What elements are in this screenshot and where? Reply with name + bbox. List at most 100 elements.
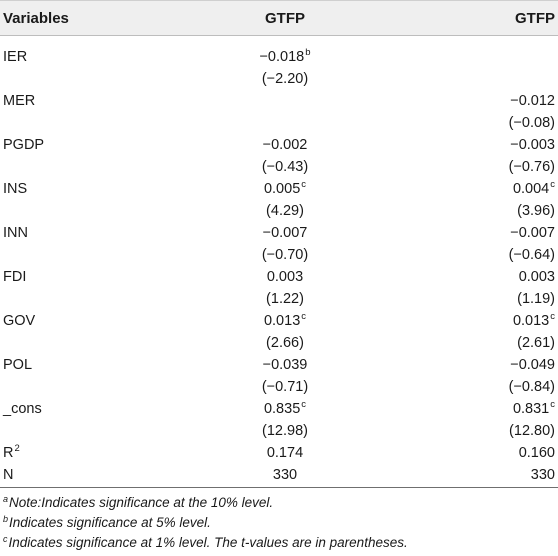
table-header: Variables GTFP GTFP (0, 0, 558, 36)
variable-cell-text: PGDP (3, 137, 45, 153)
gtfp-col2-cell-text: (−0.84) (508, 379, 555, 395)
gtfp-col2-cell: (−0.84) (425, 376, 555, 399)
gtfp-col1-cell: (−0.43) (200, 156, 370, 179)
gtfp-col1-cell-text: (12.98) (262, 423, 308, 439)
gtfp-col1-cell: 0.835c (200, 398, 370, 422)
gtfp-col1-cell-text: −0.007 (262, 225, 308, 241)
variable-cell-text: R (3, 445, 14, 461)
gtfp-col2-cell: (1.19) (425, 288, 555, 311)
gtfp-col1-cell-text: 0.835 (263, 401, 301, 417)
gtfp-col2-cell-text: −0.049 (510, 357, 555, 373)
table-row: (−0.43) (−0.76) (0, 156, 558, 179)
variable-cell-text: POL (3, 357, 33, 373)
gtfp-col2-cell-text: (3.96) (517, 203, 555, 219)
table-row: MER −0.012 (0, 90, 558, 113)
gtfp-col2-cell-text: 0.004 (512, 181, 550, 197)
bottom-rule (0, 487, 558, 488)
table-row: IER −0.018b (0, 46, 558, 69)
table-row: POL −0.039 −0.049 (0, 354, 558, 377)
gtfp-col2-cell-text: 0.831 (512, 401, 550, 417)
gtfp-col2-cell-text: (−0.64) (508, 247, 555, 263)
table-row: FDI 0.003 0.003 (0, 266, 558, 289)
footnote: aNote:Indicates significance at the 10% … (3, 493, 273, 513)
variable-cell-text: MER (3, 93, 36, 109)
table-row: (−0.71) (−0.84) (0, 376, 558, 399)
superscript-marker: c (301, 399, 307, 410)
gtfp-col1-cell: 330 (200, 464, 370, 487)
table-row: _cons 0.835c 0.831c (0, 398, 558, 421)
table-row: (−2.20) (0, 68, 558, 91)
footnote-text: Note:Indicates significance at the 10% l… (9, 495, 274, 510)
gtfp-col1-cell: (−0.71) (200, 376, 370, 399)
gtfp-col1-cell: 0.005c (200, 178, 370, 202)
footnote: bIndicates significance at 5% level. (3, 513, 211, 533)
gtfp-col2-cell: (−0.76) (425, 156, 555, 179)
gtfp-col1-cell: −0.002 (200, 134, 370, 157)
gtfp-col2-cell-text: (12.80) (509, 423, 555, 439)
gtfp-col1-cell-text: (−0.70) (261, 247, 309, 263)
variable-cell: R2 (3, 442, 20, 466)
variable-cell: _cons (3, 398, 42, 421)
gtfp-col1-cell: −0.007 (200, 222, 370, 245)
footnote-marker: a (3, 494, 9, 504)
gtfp-col2-cell-text: −0.012 (510, 93, 555, 109)
gtfp-col1-cell-text: 0.003 (266, 269, 304, 285)
gtfp-col1-cell-text: (4.29) (266, 203, 304, 219)
superscript-marker: c (550, 399, 555, 410)
footnote-marker: b (3, 514, 9, 524)
table-row: (12.98) (12.80) (0, 420, 558, 443)
gtfp-col2-cell-text: (−0.76) (508, 159, 555, 175)
gtfp-col1-cell: −0.039 (200, 354, 370, 377)
variable-cell-text: _cons (3, 401, 42, 417)
table-row: (4.29) (3.96) (0, 200, 558, 223)
variable-cell: FDI (3, 266, 26, 289)
gtfp-col2-cell: (−0.08) (425, 112, 555, 135)
gtfp-col2-cell-text: (2.61) (517, 335, 555, 351)
variable-cell-text: INS (3, 181, 28, 197)
table-row: N 330 330 (0, 464, 558, 487)
gtfp-col2-cell-text: 0.160 (518, 445, 555, 461)
variable-cell-text: N (3, 467, 14, 483)
superscript-marker: c (550, 179, 555, 190)
gtfp-col1-cell: (2.66) (200, 332, 370, 355)
gtfp-col2-cell: −0.049 (425, 354, 555, 377)
gtfp-col2-cell-text: (−0.08) (508, 115, 555, 131)
superscript-marker: c (301, 179, 307, 190)
variable-cell: POL (3, 354, 32, 377)
footnote-marker: c (3, 534, 8, 544)
gtfp-col1-cell-text: (−0.71) (261, 379, 309, 395)
superscript-marker: c (550, 311, 555, 322)
gtfp-col2-cell: −0.012 (425, 90, 555, 113)
gtfp-col2-cell-text: (1.19) (517, 291, 555, 307)
gtfp-col1-cell-text: −0.018 (259, 49, 305, 65)
gtfp-col1-cell-text: −0.039 (262, 357, 308, 373)
gtfp-col1-cell: (12.98) (200, 420, 370, 443)
gtfp-col2-cell: (2.61) (425, 332, 555, 355)
variable-cell: INS (3, 178, 27, 201)
gtfp-col1-cell: (4.29) (200, 200, 370, 223)
header-gtfp-1: GTFP (265, 10, 305, 27)
gtfp-col2-cell-text: −0.003 (510, 137, 555, 153)
variable-cell-text: IER (3, 49, 28, 65)
gtfp-col2-cell: (−0.64) (425, 244, 555, 267)
gtfp-col2-cell: 330 (425, 464, 555, 487)
variable-cell: GOV (3, 310, 35, 333)
table-row: (1.22) (1.19) (0, 288, 558, 311)
gtfp-col2-cell-text: 0.003 (518, 269, 555, 285)
gtfp-col1-cell: 0.013c (200, 310, 370, 334)
gtfp-col1-cell: (−2.20) (200, 68, 370, 91)
header-gtfp-2: GTFP (515, 10, 555, 27)
variable-cell: IER (3, 46, 27, 69)
gtfp-col1-cell-text: (2.66) (266, 335, 304, 351)
footnote-text: Indicates significance at 5% level. (9, 515, 211, 530)
gtfp-col2-cell: 0.003 (425, 266, 555, 289)
gtfp-col1-cell-text: 0.174 (266, 445, 304, 461)
gtfp-col2-cell: (3.96) (425, 200, 555, 223)
gtfp-col1-cell: (−0.70) (200, 244, 370, 267)
table-row: INN −0.007 −0.007 (0, 222, 558, 245)
footnote-text: Indicates significance at 1% level. The … (8, 535, 408, 550)
gtfp-col2-cell: −0.007 (425, 222, 555, 245)
superscript-marker: 2 (14, 443, 20, 454)
gtfp-col1-cell: −0.018b (200, 46, 370, 70)
gtfp-col1-cell-text: (1.22) (266, 291, 304, 307)
